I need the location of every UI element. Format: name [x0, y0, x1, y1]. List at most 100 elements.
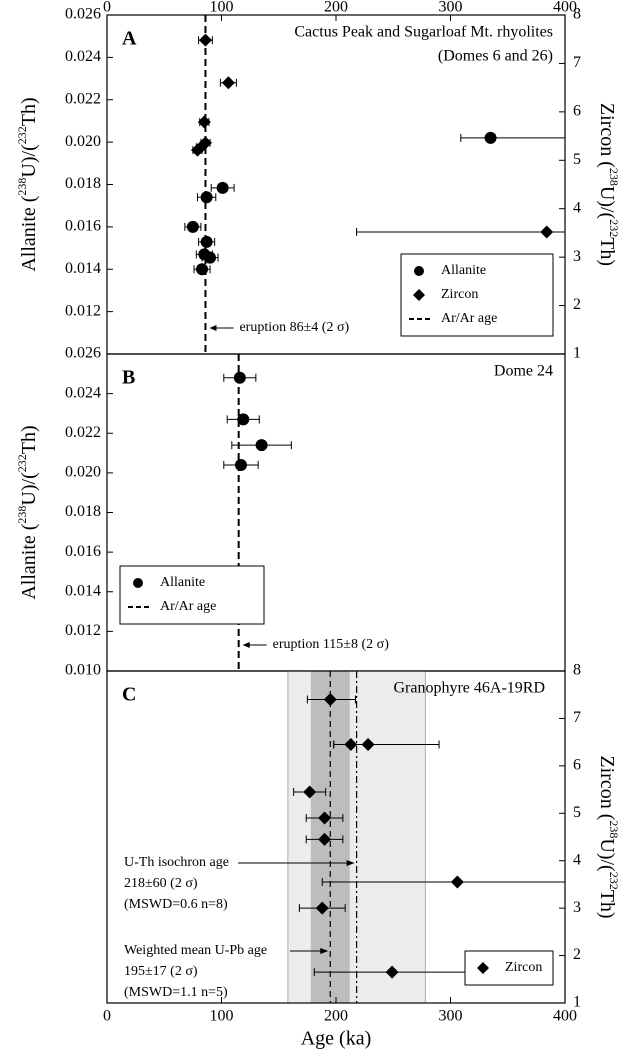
plot-area — [287, 671, 565, 1003]
y-tick-label: 0.012 — [65, 622, 101, 639]
axis-title-part: U)/( — [18, 144, 40, 178]
allanite-point — [255, 439, 268, 452]
y2-tick-label: 7 — [573, 54, 581, 71]
y-tick-label: 0.022 — [65, 90, 101, 107]
zircon-point — [190, 143, 204, 157]
y2-tick-label: 2 — [573, 946, 581, 963]
y2-tick-label: 1 — [573, 345, 581, 362]
y2-tick-label: 7 — [573, 709, 581, 726]
y-tick-label: 0.016 — [65, 543, 101, 560]
legend-marker — [477, 962, 489, 974]
panel-title: Granophyre 46A-19RD — [393, 680, 545, 697]
note: 195±17 (2 σ) — [124, 964, 198, 979]
x-tick-label: 400 — [553, 0, 577, 16]
y2-tick-label: 3 — [573, 899, 581, 916]
zircon-point — [221, 76, 235, 90]
zircon-point — [198, 33, 212, 47]
legend-label: Allanite — [441, 263, 486, 278]
axis-title-part: Zircon ( — [596, 755, 618, 820]
y-tick-label: 0.018 — [65, 175, 101, 192]
x-tick-label: 400 — [553, 1008, 577, 1025]
arrow-head — [209, 325, 217, 331]
y2-tick-label: 5 — [573, 804, 581, 821]
superscript: 232 — [15, 126, 29, 144]
zircon-point — [315, 901, 329, 915]
superscript: 238 — [607, 820, 621, 838]
x-tick-label: 300 — [439, 0, 463, 16]
zircon-point — [450, 875, 464, 889]
y2-tick-label: 6 — [573, 103, 581, 120]
annotation: eruption 115±8 (2 σ) — [273, 637, 390, 652]
y2-tick-label: 2 — [573, 296, 581, 313]
x-tick-label: 0 — [103, 1008, 111, 1025]
superscript: 238 — [607, 168, 621, 186]
legend-marker — [413, 289, 425, 301]
superscript: 238 — [15, 178, 29, 196]
legend-box — [119, 565, 265, 625]
plot-area — [184, 15, 565, 354]
legend-label: Allanite — [160, 575, 205, 590]
y2-tick-label: 1 — [573, 994, 581, 1011]
allanite-point — [216, 181, 229, 194]
allanite-point — [196, 263, 209, 276]
y-tick-label: 0.016 — [65, 218, 101, 235]
x-axis-title: Age (ka) — [301, 1028, 372, 1050]
arrow-head — [320, 948, 329, 954]
allanite-point — [484, 131, 497, 144]
allanite-point — [200, 235, 213, 248]
note: 218±60 (2 σ) — [124, 876, 198, 891]
y2-tick-label: 6 — [573, 757, 581, 774]
note: U-Th isochron age — [124, 855, 229, 870]
x-tick-label: 0 — [103, 0, 111, 16]
y-tick-label: 0.022 — [65, 424, 101, 441]
superscript: 238 — [15, 506, 29, 524]
y-tick-label: 0.024 — [65, 48, 101, 65]
legend-label: Zircon — [505, 960, 542, 975]
y-tick-label: 0.010 — [65, 662, 101, 679]
axis-title-part: Th) — [18, 425, 40, 454]
zircon-point — [303, 785, 317, 799]
allanite-point — [233, 371, 246, 384]
panel-title: Cactus Peak and Sugarloaf Mt. rhyolites — [294, 24, 553, 41]
y-tick-label: 0.012 — [65, 302, 101, 319]
annotation: eruption 86±4 (2 σ) — [239, 320, 349, 335]
y-tick-label: 0.014 — [65, 582, 101, 599]
axis-title-part: U)/( — [18, 472, 40, 506]
legend-box — [400, 253, 554, 337]
zircon-point — [318, 832, 332, 846]
y-tick-label: 0.018 — [65, 503, 101, 520]
zircon-point — [361, 738, 375, 752]
axis-title-part: Zircon ( — [596, 103, 618, 168]
y2-tick-label: 8 — [573, 662, 581, 679]
superscript: 232 — [607, 872, 621, 890]
panel-label: B — [122, 367, 135, 389]
allanite-point — [234, 458, 247, 471]
note: (MSWD=1.1 n=5) — [124, 985, 228, 1000]
x-tick-label: 300 — [439, 1008, 463, 1025]
y2-tick-label: 5 — [573, 151, 581, 168]
axis-title-part: Allanite ( — [18, 195, 40, 271]
panel-title: Dome 24 — [494, 363, 553, 380]
legend-marker — [414, 266, 424, 276]
zircon-point — [318, 811, 332, 825]
superscript: 232 — [15, 454, 29, 472]
legend-label: Zircon — [441, 287, 478, 302]
x-tick-label: 200 — [324, 1008, 348, 1025]
axis-title: Zircon (238U)/(232Th) — [596, 755, 621, 918]
note: Weighted mean U-Pb age — [124, 943, 267, 958]
axis-title-part: Th) — [596, 890, 618, 919]
x-tick-label: 200 — [324, 0, 348, 16]
note: (MSWD=0.6 n=8) — [124, 897, 228, 912]
y-tick-label: 0.020 — [65, 464, 101, 481]
axis-title-part: Allanite ( — [18, 523, 40, 599]
axis-title: Zircon (238U)/(232Th) — [596, 103, 621, 266]
zircon-point — [385, 965, 399, 979]
zircon-point — [197, 115, 211, 129]
axis-title-part: U)/( — [596, 186, 618, 220]
panel-label: C — [122, 684, 136, 706]
legend-label: Ar/Ar age — [441, 311, 497, 326]
y-tick-label: 0.014 — [65, 260, 101, 277]
axis-title-part: Th) — [18, 97, 40, 126]
y-tick-label: 0.026 — [65, 345, 101, 362]
